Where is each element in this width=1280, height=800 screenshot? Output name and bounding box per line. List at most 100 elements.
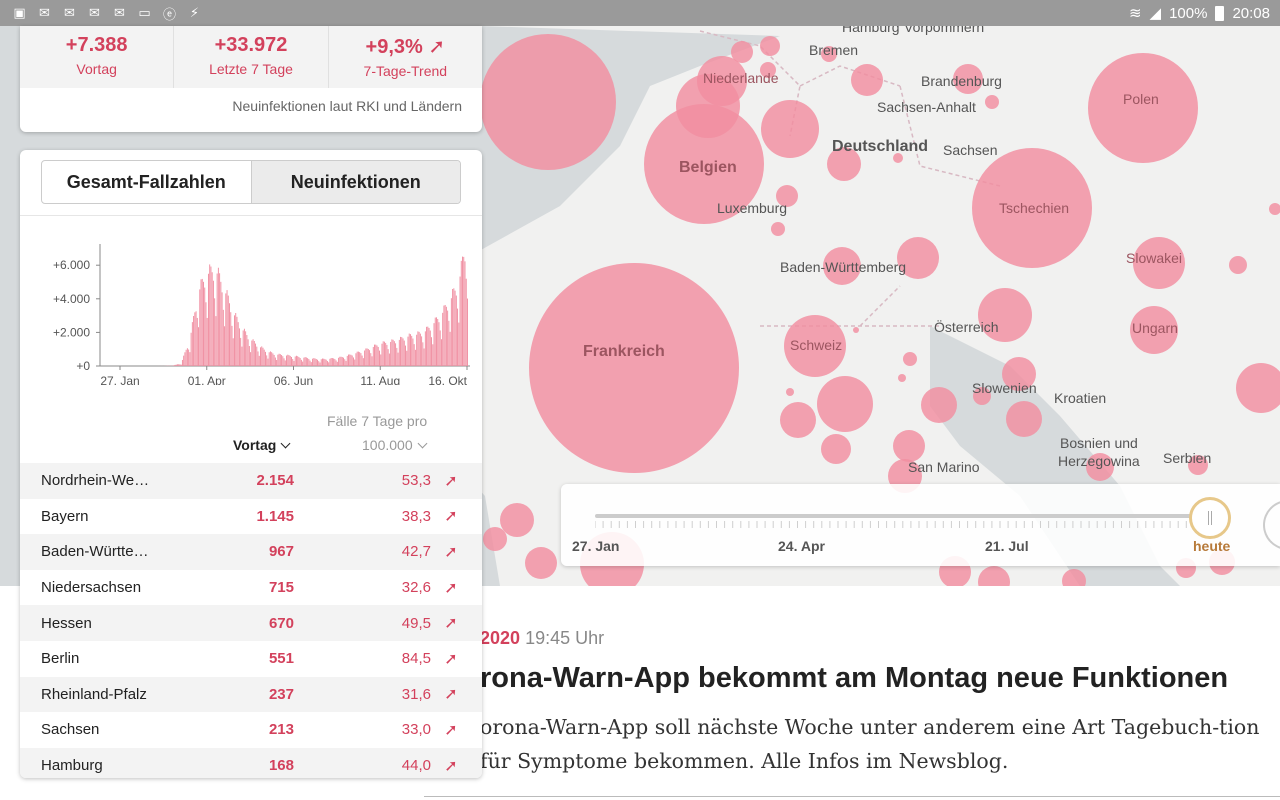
map-label-luxemburg: Luxemburg [717, 200, 788, 216]
article-time: 19:45 Uhr [525, 628, 605, 648]
chart-bar [324, 359, 326, 366]
case-bubble[interactable] [853, 327, 859, 333]
case-bubble[interactable] [529, 263, 739, 473]
case-bubble[interactable] [898, 374, 906, 382]
chart-bar [194, 312, 196, 366]
timeline-handle[interactable] [1189, 497, 1231, 539]
play-button[interactable] [1263, 500, 1280, 550]
case-bubble[interactable] [953, 64, 983, 94]
case-bubble[interactable] [1133, 237, 1185, 289]
case-bubble[interactable] [851, 64, 883, 96]
chart-bar [294, 356, 296, 366]
map[interactable]: Hamburg Vorpommern Bremen Brandenburg Po… [0, 26, 1280, 586]
chart-bar [216, 273, 218, 366]
case-bubble[interactable] [985, 95, 999, 109]
case-bubble[interactable] [1086, 453, 1114, 481]
table-row[interactable]: Rheinland-Pfalz 237 31,6 ➚ [20, 676, 482, 713]
case-bubble[interactable] [827, 147, 861, 181]
chart-bar [445, 306, 447, 366]
case-bubble[interactable] [1269, 203, 1280, 215]
table-row[interactable]: Hessen 670 49,5 ➚ [20, 605, 482, 641]
wifi-icon: ≋ [1128, 5, 1142, 22]
timeline-track[interactable] [595, 514, 1207, 518]
sort-by-rate[interactable]: 100.000 [362, 437, 428, 453]
clock: 20:08 [1232, 4, 1270, 22]
table-row[interactable]: Berlin 551 84,5 ➚ [20, 641, 482, 677]
case-bubble[interactable] [480, 34, 616, 170]
timeline-label-apr: 24. Apr [778, 538, 825, 554]
timeline-label-today: heute [1193, 538, 1231, 554]
trend-arrow-icon: ➚ [444, 508, 458, 526]
case-bubble[interactable] [972, 148, 1092, 268]
case-bubble[interactable] [897, 237, 939, 279]
case-bubble[interactable] [1188, 455, 1208, 475]
chart-bar [181, 359, 183, 366]
chart-bar [195, 311, 197, 366]
trend-arrow-icon: ➚ [444, 686, 458, 704]
table-row[interactable]: Hamburg 168 44,0 ➚ [20, 747, 482, 778]
case-bubble[interactable] [1062, 569, 1086, 586]
case-bubble[interactable] [1229, 256, 1247, 274]
sort-by-vortag[interactable]: Vortag [233, 437, 291, 453]
case-bubble[interactable] [921, 387, 957, 423]
chart-bar [211, 272, 213, 366]
map-label-kroatien: Kroatien [1054, 390, 1107, 406]
chart-bar [423, 348, 425, 366]
case-bubble[interactable] [973, 387, 991, 405]
case-bubble[interactable] [821, 434, 851, 464]
timeline-label-start: 27. Jan [572, 538, 620, 554]
table-row[interactable]: Baden-Württe… 967 42,7 ➚ [20, 534, 482, 570]
chart-bar [304, 357, 306, 366]
case-bubble[interactable] [776, 185, 798, 207]
case-bubble[interactable] [644, 104, 764, 224]
state-new-cases: 551 [268, 650, 294, 668]
case-bubble[interactable] [761, 100, 819, 158]
case-bubble[interactable] [1002, 357, 1036, 391]
chart-bar [391, 339, 393, 366]
chart-bar [442, 312, 444, 366]
chart-bar [409, 334, 411, 366]
case-bubble[interactable] [525, 547, 557, 579]
case-bubble[interactable] [978, 288, 1032, 342]
chart-bar [402, 338, 404, 366]
state-7day-rate: 38,3 [401, 507, 431, 525]
table-row[interactable]: Bayern 1.145 38,3 ➚ [20, 499, 482, 535]
case-bubble[interactable] [1006, 401, 1042, 437]
timeline-slider[interactable]: 27. Jan 24. Apr 21. Jul heute [561, 484, 1280, 566]
case-bubble[interactable] [893, 430, 925, 462]
map-label-oesterreich: Österreich [934, 319, 999, 335]
case-bubble[interactable] [821, 46, 837, 62]
case-bubble[interactable] [903, 352, 917, 366]
case-bubble[interactable] [893, 153, 903, 163]
case-bubble[interactable] [817, 376, 873, 432]
tab-total-cases[interactable]: Gesamt-Fallzahlen [66, 171, 226, 192]
case-bubble[interactable] [760, 36, 780, 56]
table-row[interactable]: Niedersachsen 715 32,6 ➚ [20, 570, 482, 606]
chart-bar [237, 322, 239, 366]
chart-bar [236, 316, 238, 366]
case-bubble[interactable] [483, 527, 507, 551]
case-bubble[interactable] [771, 222, 785, 236]
case-bubble[interactable] [1088, 53, 1198, 163]
case-bubble[interactable] [1130, 306, 1178, 354]
case-bubble[interactable] [978, 566, 1010, 586]
table-row[interactable]: Nordrhein-We… 2.154 53,3 ➚ [20, 463, 482, 499]
table-row[interactable]: Sachsen 213 33,0 ➚ [20, 712, 482, 748]
tab-new-infections[interactable]: Neuinfektionen [250, 161, 460, 203]
chart-bar [436, 317, 437, 366]
case-bubble[interactable] [1236, 363, 1280, 413]
case-bubble[interactable] [823, 247, 861, 285]
chart-bar [175, 364, 177, 366]
case-bubble[interactable] [500, 503, 534, 537]
case-bubble[interactable] [760, 62, 776, 78]
chart-bar [453, 288, 455, 366]
case-bubble[interactable] [786, 388, 794, 396]
case-bubble[interactable] [784, 315, 846, 377]
article-title[interactable]: rona-Warn-App bekommt am Montag neue Fun… [480, 662, 1229, 694]
case-bubble[interactable] [697, 56, 747, 106]
view-toggle[interactable]: Gesamt-Fallzahlen Neuinfektionen [41, 160, 461, 204]
case-bubble[interactable] [780, 402, 816, 438]
case-bubble[interactable] [731, 41, 753, 63]
chart-bar [450, 298, 452, 366]
chart-card: Gesamt-Fallzahlen Neuinfektionen +6.000 +… [20, 150, 482, 778]
